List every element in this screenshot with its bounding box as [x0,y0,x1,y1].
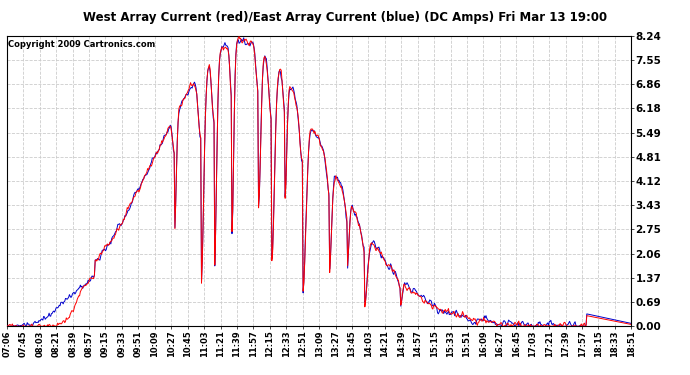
Text: Copyright 2009 Cartronics.com: Copyright 2009 Cartronics.com [8,40,155,49]
Text: West Array Current (red)/East Array Current (blue) (DC Amps) Fri Mar 13 19:00: West Array Current (red)/East Array Curr… [83,11,607,24]
